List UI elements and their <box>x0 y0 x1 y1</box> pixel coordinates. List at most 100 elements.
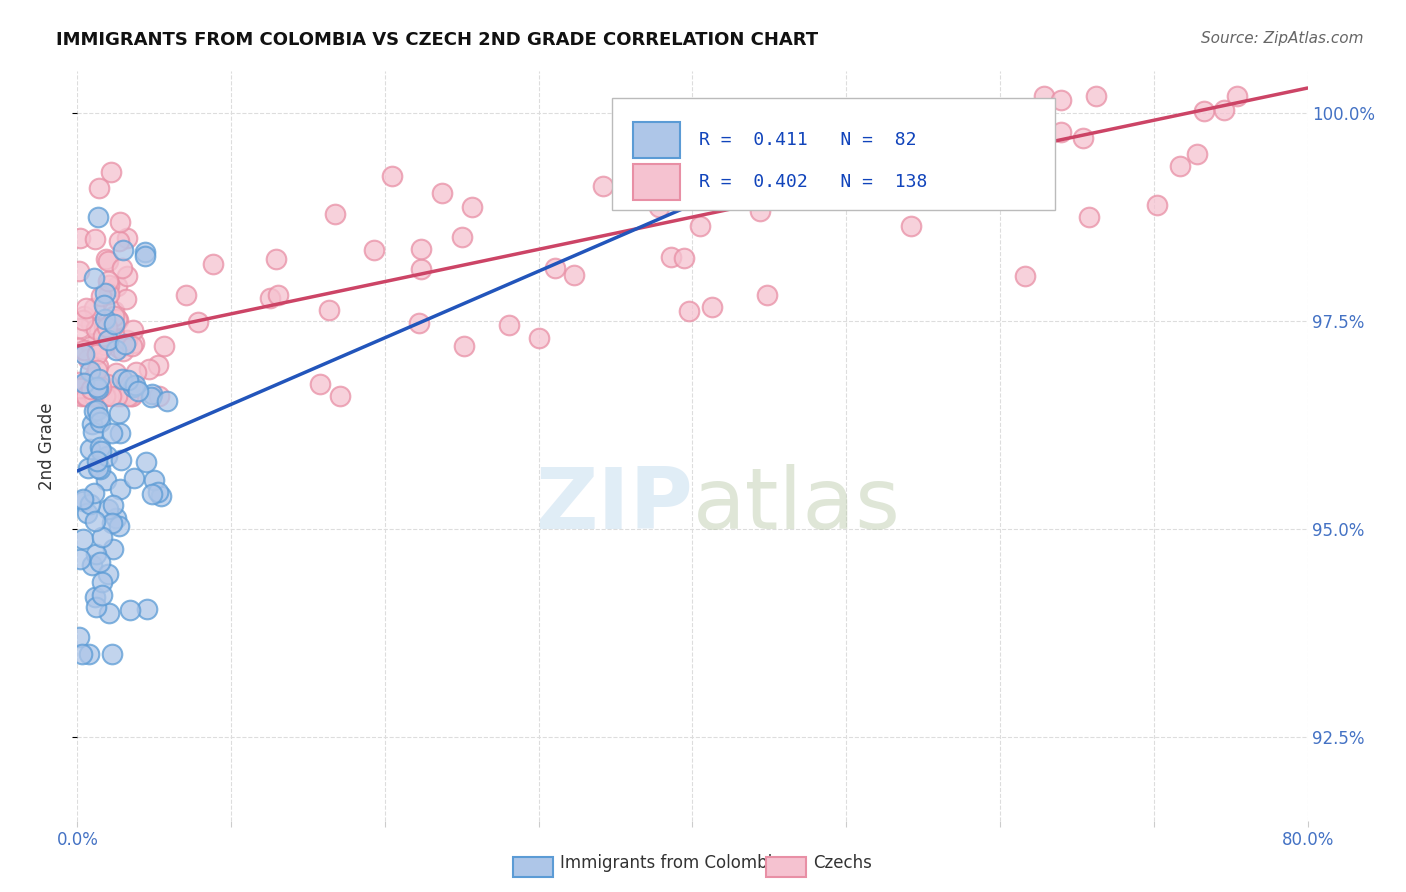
Point <box>79 389 101 403</box>
Point <box>90 289 112 303</box>
Point <box>69 231 91 245</box>
Point <box>308 377 330 392</box>
Point <box>86 347 108 361</box>
Point <box>411 262 433 277</box>
Point <box>83 514 105 528</box>
Point <box>1071 131 1094 145</box>
Point <box>75 389 97 403</box>
Point <box>115 231 138 245</box>
Text: Czechs: Czechs <box>813 855 872 872</box>
Point <box>83 301 105 315</box>
Point <box>93 298 115 312</box>
Point <box>67 341 90 355</box>
Point <box>117 389 139 403</box>
Point <box>110 214 132 228</box>
Point <box>124 377 146 392</box>
Point <box>718 112 741 127</box>
Point <box>527 331 550 345</box>
Point <box>329 389 352 403</box>
Point <box>115 268 138 283</box>
Point <box>89 440 111 454</box>
Point <box>73 376 96 391</box>
Point <box>689 219 711 233</box>
Point <box>121 323 143 337</box>
Point <box>93 320 115 334</box>
Point <box>108 519 131 533</box>
Point <box>76 460 98 475</box>
Point <box>1033 89 1056 103</box>
Point <box>83 486 105 500</box>
Point <box>75 301 97 315</box>
Point <box>110 389 132 403</box>
Point <box>138 361 160 376</box>
Point <box>72 532 94 546</box>
Point <box>702 300 724 314</box>
Point <box>122 380 145 394</box>
Point <box>363 243 385 257</box>
Point <box>86 380 108 394</box>
Point <box>264 252 287 266</box>
Point <box>187 315 209 329</box>
Point <box>103 318 125 332</box>
Point <box>678 303 700 318</box>
Point <box>73 343 96 358</box>
Point <box>72 647 94 661</box>
Point <box>453 338 475 352</box>
Point <box>134 249 156 263</box>
Point <box>142 473 165 487</box>
Point <box>100 426 122 441</box>
FancyBboxPatch shape <box>634 164 681 200</box>
Point <box>114 337 136 351</box>
Point <box>115 292 138 306</box>
Point <box>94 252 117 266</box>
Point <box>543 260 565 275</box>
Text: R =  0.411   N =  82: R = 0.411 N = 82 <box>699 130 917 149</box>
Point <box>1078 211 1101 225</box>
Point <box>141 386 163 401</box>
Point <box>67 630 90 644</box>
Point <box>1084 89 1107 103</box>
Point <box>461 200 484 214</box>
Point <box>928 183 950 197</box>
Point <box>108 425 131 440</box>
Point <box>381 169 404 184</box>
Point <box>882 145 904 159</box>
Point <box>82 374 104 388</box>
Point <box>672 251 695 265</box>
Point <box>1050 125 1073 139</box>
Point <box>110 453 132 467</box>
Point <box>122 335 145 350</box>
Point <box>86 402 108 417</box>
Point <box>141 487 163 501</box>
Point <box>974 146 997 161</box>
Point <box>110 483 132 497</box>
Point <box>90 380 112 394</box>
Point <box>1050 93 1073 107</box>
Point <box>153 339 176 353</box>
Point <box>82 425 104 439</box>
Point <box>97 254 120 268</box>
Point <box>105 312 128 326</box>
Point <box>150 489 173 503</box>
Point <box>101 516 124 530</box>
FancyBboxPatch shape <box>613 97 1056 210</box>
Point <box>75 377 97 392</box>
Point <box>121 389 143 403</box>
Point <box>967 191 990 205</box>
Point <box>1212 103 1234 117</box>
Point <box>266 287 288 301</box>
Point <box>451 230 474 244</box>
Point <box>146 485 169 500</box>
Point <box>87 461 110 475</box>
Point <box>125 365 148 379</box>
Point <box>111 343 134 358</box>
Point <box>90 342 112 356</box>
Point <box>83 404 105 418</box>
Point <box>76 507 98 521</box>
Point <box>648 200 671 214</box>
Point <box>105 511 128 525</box>
Point <box>121 339 143 353</box>
Point <box>97 501 120 516</box>
Point <box>259 292 281 306</box>
Text: ZIP: ZIP <box>534 465 693 548</box>
